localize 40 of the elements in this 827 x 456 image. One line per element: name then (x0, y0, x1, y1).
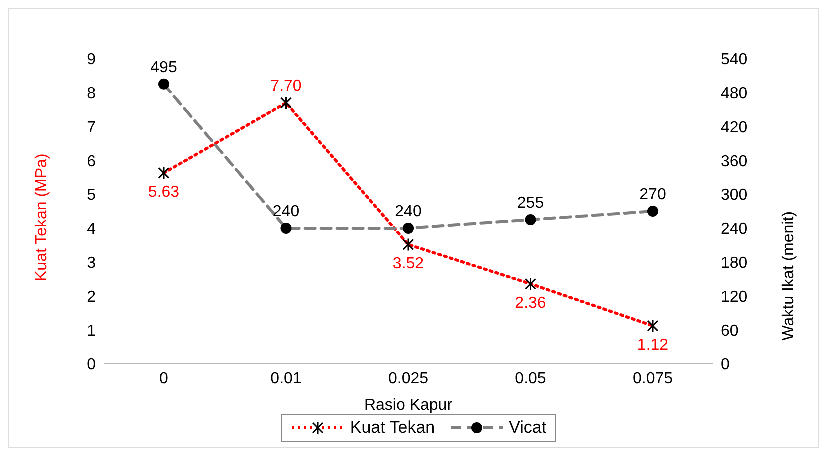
x-tick-label: 0.025 (388, 370, 429, 388)
y2-tick-label: 60 (721, 322, 739, 340)
y2-axis-title: Waktu Ikat (menit) (780, 212, 798, 341)
x-tick-label: 0.05 (515, 370, 546, 388)
data-label: 240 (272, 203, 300, 220)
y2-tick-label: 180 (721, 255, 748, 272)
data-label: 7.70 (270, 78, 302, 96)
y2-tick-label: 120 (721, 288, 748, 306)
y-tick-label: 2 (87, 288, 96, 306)
y2-tick-label: 480 (721, 86, 748, 103)
y-tick-label: 1 (87, 322, 96, 340)
y-tick-label: 0 (87, 356, 96, 374)
data-label: 1.12 (637, 337, 669, 354)
data-label: 2.36 (515, 295, 546, 312)
x-tick-label: 0.075 (632, 370, 674, 388)
data-label: 5.63 (148, 184, 180, 202)
y-tick-label: 5 (87, 187, 96, 204)
y-tick-label: 9 (87, 52, 96, 69)
y2-tick-label: 540 (721, 52, 748, 69)
data-label: 3.52 (392, 256, 424, 273)
data-label: 240 (395, 203, 422, 220)
y-tick-label: 4 (87, 221, 96, 238)
y-tick-label: 8 (87, 86, 96, 103)
y2-tick-label: 240 (721, 221, 748, 238)
data-label: 255 (517, 194, 544, 212)
y2-tick-label: 360 (721, 153, 748, 170)
data-label: 495 (150, 59, 178, 76)
y-axis-title: Kuat Tekan (MPa) (34, 154, 51, 282)
y2-tick-label: 420 (721, 119, 748, 136)
x-axis-title: Rasio Kapur (364, 397, 454, 414)
x-tick-label: 0.01 (270, 370, 302, 388)
y-tick-label: 7 (87, 119, 96, 136)
y2-tick-label: 300 (721, 187, 748, 204)
y2-tick-label: 0 (721, 356, 730, 374)
legend-label: Kuat Tekan (350, 418, 436, 438)
data-label: 270 (640, 186, 666, 204)
legend-label: Vicat (509, 418, 547, 438)
y-tick-label: 6 (87, 153, 96, 170)
x-tick-label: 0 (160, 370, 169, 388)
y-tick-label: 3 (87, 255, 96, 272)
